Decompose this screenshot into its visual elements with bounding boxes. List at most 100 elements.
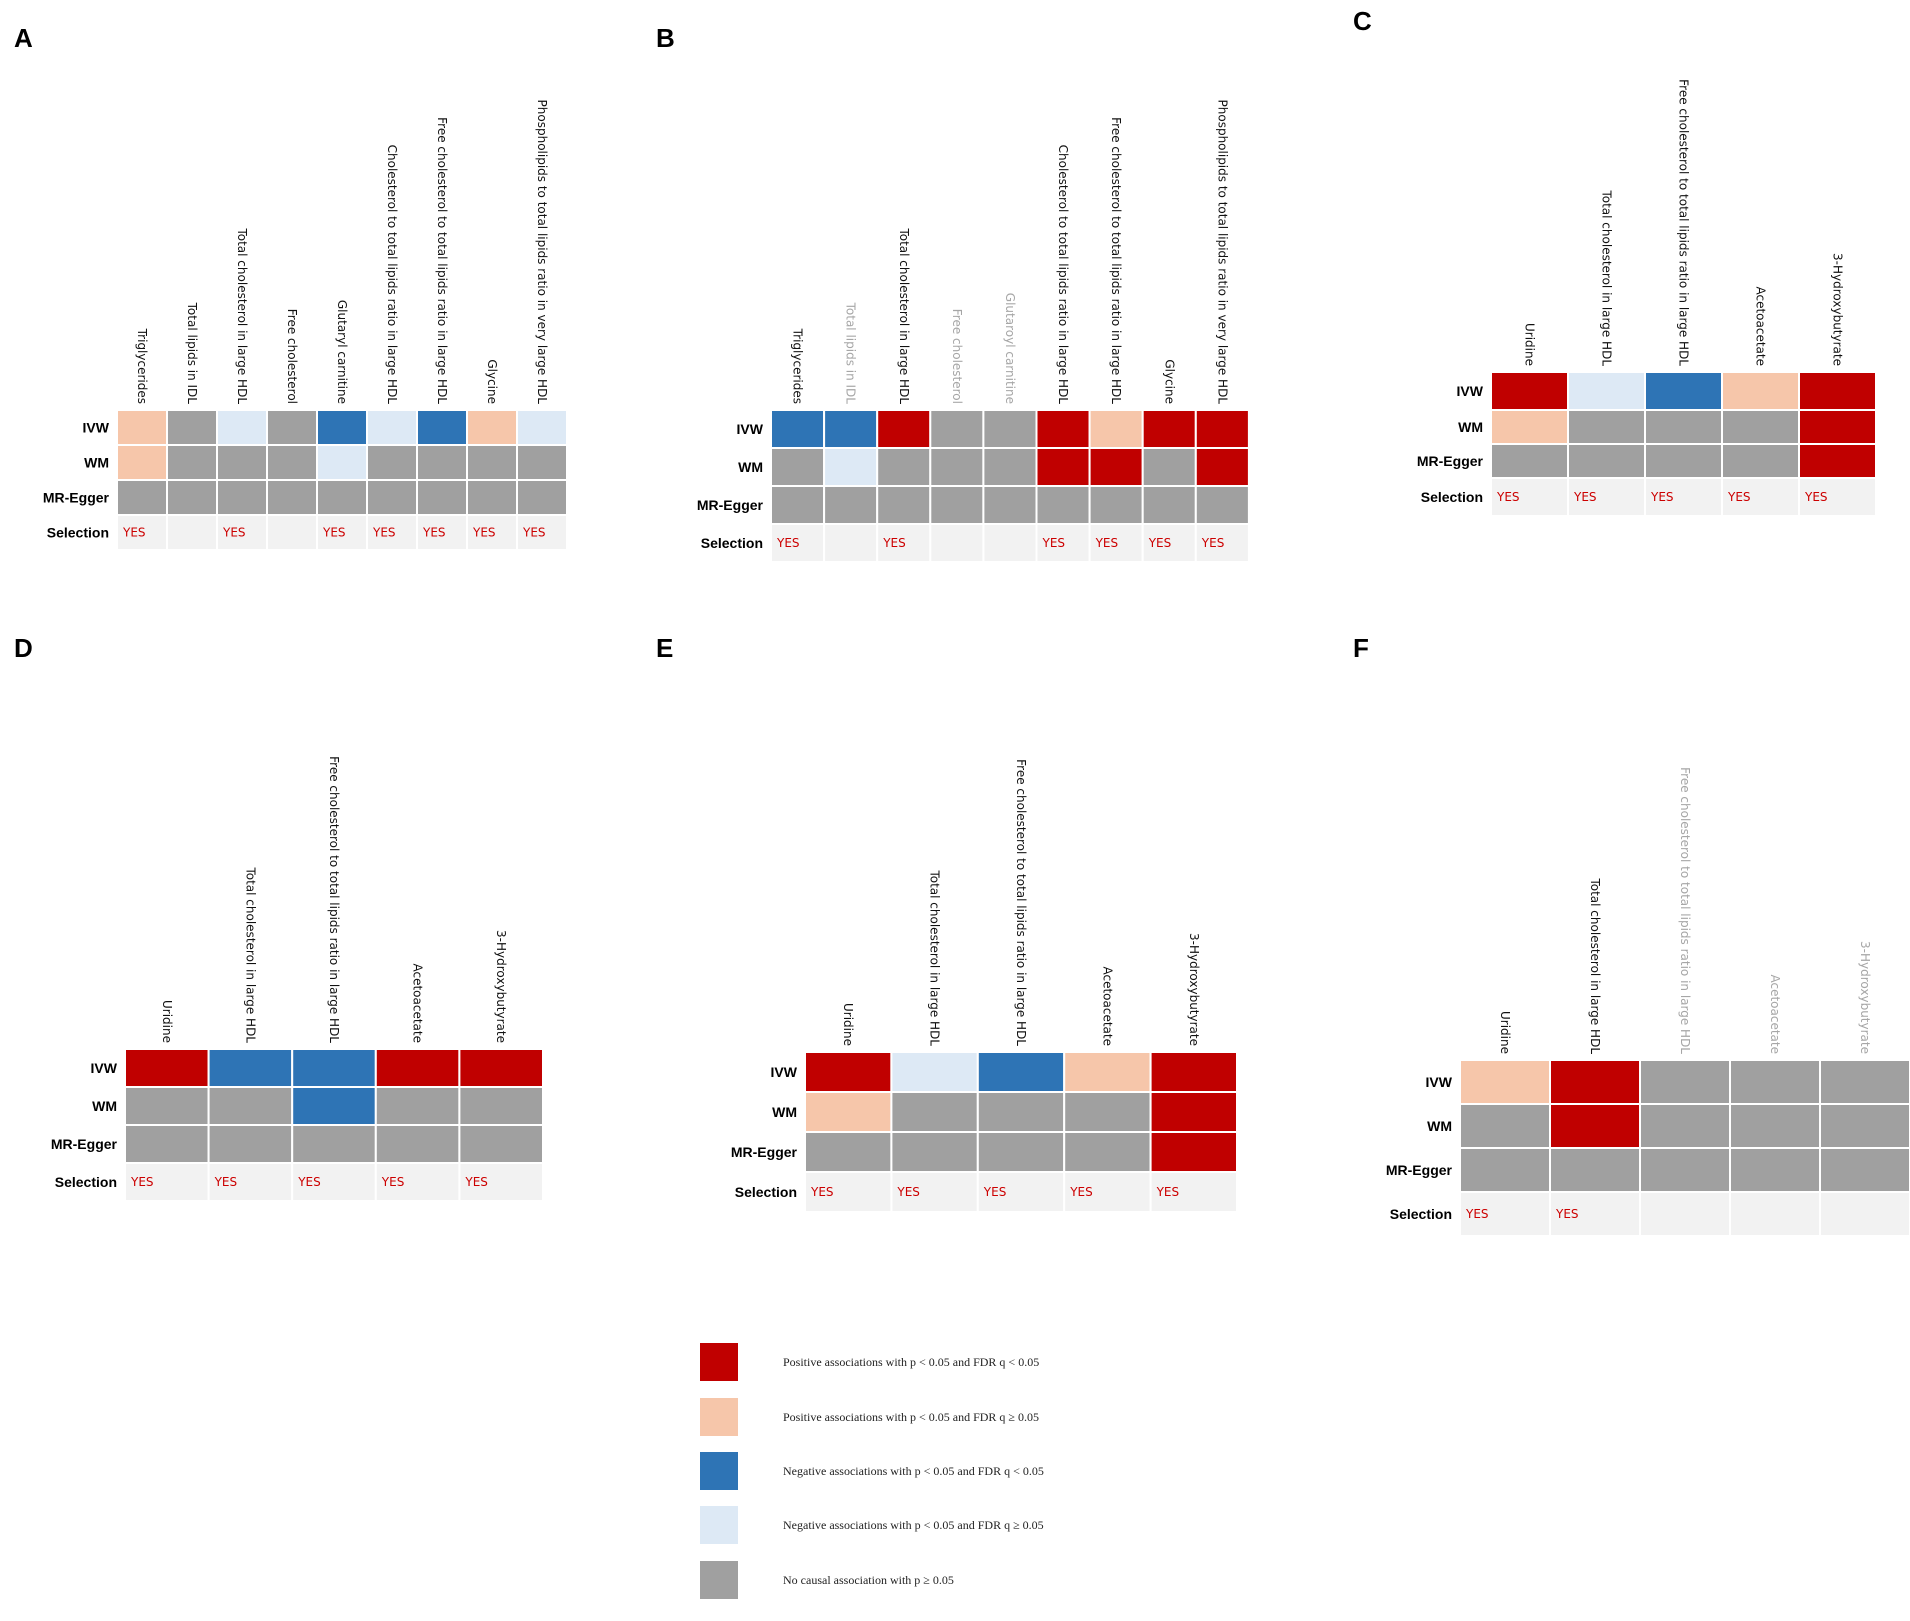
row-label-mr-egger: MR-Egger bbox=[731, 1144, 798, 1160]
legend-label-neg_nom: Negative associations with p < 0.05 and … bbox=[783, 1518, 1044, 1532]
panel-label: A bbox=[14, 23, 33, 53]
cell-mr-egger-3 bbox=[1644, 443, 1723, 479]
column-label: Total lipids in IDL bbox=[844, 302, 858, 405]
cell-ivw-2 bbox=[1549, 1059, 1641, 1105]
selection-cell bbox=[1141, 523, 1197, 563]
selection-yes: YES bbox=[1042, 536, 1066, 550]
column-label: Free cholesterol to total lipids ratio i… bbox=[1678, 767, 1692, 1054]
cell-mr-egger-1 bbox=[1490, 443, 1569, 479]
selection-yes: YES bbox=[810, 1185, 834, 1199]
cell-mr-egger-5 bbox=[1819, 1147, 1910, 1193]
cell-wm-8 bbox=[466, 444, 518, 481]
selection-cell bbox=[416, 514, 468, 551]
cell-wm-3 bbox=[876, 447, 932, 487]
cell-mr-egger-5 bbox=[316, 479, 368, 516]
row-label-wm: WM bbox=[84, 455, 109, 471]
selection-yes: YES bbox=[222, 526, 246, 540]
row-label-selection: Selection bbox=[1421, 489, 1483, 505]
cell-ivw-5 bbox=[458, 1048, 544, 1088]
cell-wm-3 bbox=[291, 1086, 377, 1126]
cell-mr-egger-5 bbox=[1798, 443, 1877, 479]
panel-label: D bbox=[14, 633, 33, 663]
cell-mr-egger-5 bbox=[982, 485, 1038, 525]
column-label: Uridine bbox=[1498, 1011, 1512, 1054]
column-label: Uridine bbox=[1523, 323, 1537, 366]
selection-cell bbox=[1035, 523, 1091, 563]
cell-ivw-4 bbox=[374, 1048, 461, 1088]
panel-a: A IVW WM MR-Egger Selection YES YES YES YES YES YE… bbox=[14, 23, 568, 551]
cell-ivw-5 bbox=[1798, 371, 1877, 411]
cell-ivw-7 bbox=[1088, 409, 1144, 449]
cell-mr-egger-8 bbox=[1141, 485, 1197, 525]
cell-wm-2 bbox=[166, 444, 218, 481]
selection-yes: YES bbox=[472, 526, 496, 540]
selection-yes: YES bbox=[1465, 1207, 1489, 1221]
cell-ivw-1 bbox=[1490, 371, 1569, 411]
cell-mr-egger-1 bbox=[1459, 1147, 1551, 1193]
column-label: 3-Hydroxybutyrate bbox=[1858, 941, 1872, 1054]
cell-ivw-2 bbox=[166, 409, 218, 446]
column-label: Total cholesterol in large HDL bbox=[243, 866, 257, 1043]
selection-cell bbox=[516, 514, 568, 551]
cell-wm-1 bbox=[770, 447, 826, 487]
panel-label: C bbox=[1353, 6, 1372, 36]
cell-mr-egger-1 bbox=[770, 485, 826, 525]
cell-ivw-3 bbox=[976, 1051, 1066, 1093]
selection-cell bbox=[1490, 477, 1569, 517]
row-label-ivw: IVW bbox=[737, 421, 764, 437]
selection-yes: YES bbox=[983, 1185, 1007, 1199]
panel-c: C IVW WM MR-Egger Selection YES YES YES YES YES Ur… bbox=[1353, 6, 1877, 517]
row-label-mr-egger: MR-Egger bbox=[697, 497, 764, 513]
column-label: Triglycerides bbox=[791, 328, 805, 404]
cell-ivw-9 bbox=[1194, 409, 1250, 449]
selection-cell bbox=[876, 523, 932, 563]
column-label: Glycine bbox=[1162, 359, 1176, 404]
column-label: Free cholesterol to total lipids ratio i… bbox=[1014, 759, 1028, 1046]
cell-mr-egger-9 bbox=[1194, 485, 1250, 525]
cell-mr-egger-8 bbox=[466, 479, 518, 516]
cell-ivw-1 bbox=[770, 409, 826, 449]
legend-swatch-pos_nom bbox=[700, 1398, 738, 1436]
cell-wm-3 bbox=[976, 1091, 1066, 1133]
panel-f: F IVW WM MR-Egger Selection YES YES Uridine Tota… bbox=[1353, 633, 1910, 1237]
cell-mr-egger-3 bbox=[976, 1131, 1066, 1173]
column-label: Free cholesterol bbox=[285, 309, 299, 404]
cell-ivw-4 bbox=[266, 409, 318, 446]
cell-mr-egger-1 bbox=[116, 479, 168, 516]
cell-ivw-5 bbox=[1819, 1059, 1910, 1105]
cell-wm-3 bbox=[216, 444, 268, 481]
column-label: Free cholesterol to total lipids ratio i… bbox=[1677, 79, 1691, 366]
cell-wm-5 bbox=[316, 444, 368, 481]
column-label: Total cholesterol in large HDL bbox=[1588, 877, 1602, 1054]
cell-wm-5 bbox=[1798, 409, 1877, 445]
selection-yes: YES bbox=[1573, 490, 1597, 504]
cell-ivw-2 bbox=[207, 1048, 294, 1088]
selection-cell bbox=[1819, 1191, 1910, 1237]
row-label-selection: Selection bbox=[701, 535, 763, 551]
cell-ivw-2 bbox=[890, 1051, 979, 1093]
selection-yes: YES bbox=[1727, 490, 1751, 504]
selection-yes: YES bbox=[522, 526, 546, 540]
selection-cell bbox=[823, 523, 879, 563]
selection-yes: YES bbox=[1496, 490, 1520, 504]
cell-wm-1 bbox=[124, 1086, 210, 1126]
legend-swatch-neg_nom bbox=[700, 1506, 738, 1544]
cell-ivw-6 bbox=[1035, 409, 1091, 449]
selection-cell bbox=[770, 523, 826, 563]
cell-wm-1 bbox=[804, 1091, 893, 1133]
cell-mr-egger-2 bbox=[1549, 1147, 1641, 1193]
cell-mr-egger-4 bbox=[1729, 1147, 1821, 1193]
selection-cell bbox=[890, 1171, 979, 1213]
selection-yes: YES bbox=[896, 1185, 920, 1199]
cell-mr-egger-1 bbox=[124, 1124, 210, 1164]
row-label-wm: WM bbox=[1427, 1118, 1452, 1134]
cell-wm-5 bbox=[1149, 1091, 1238, 1133]
cell-wm-5 bbox=[1819, 1103, 1910, 1149]
cell-wm-2 bbox=[823, 447, 879, 487]
cell-mr-egger-3 bbox=[291, 1124, 377, 1164]
column-label: Total cholesterol in large HDL bbox=[928, 869, 942, 1046]
cell-mr-egger-9 bbox=[516, 479, 568, 516]
cell-mr-egger-7 bbox=[1088, 485, 1144, 525]
cell-ivw-8 bbox=[466, 409, 518, 446]
row-label-mr-egger: MR-Egger bbox=[1417, 453, 1484, 469]
